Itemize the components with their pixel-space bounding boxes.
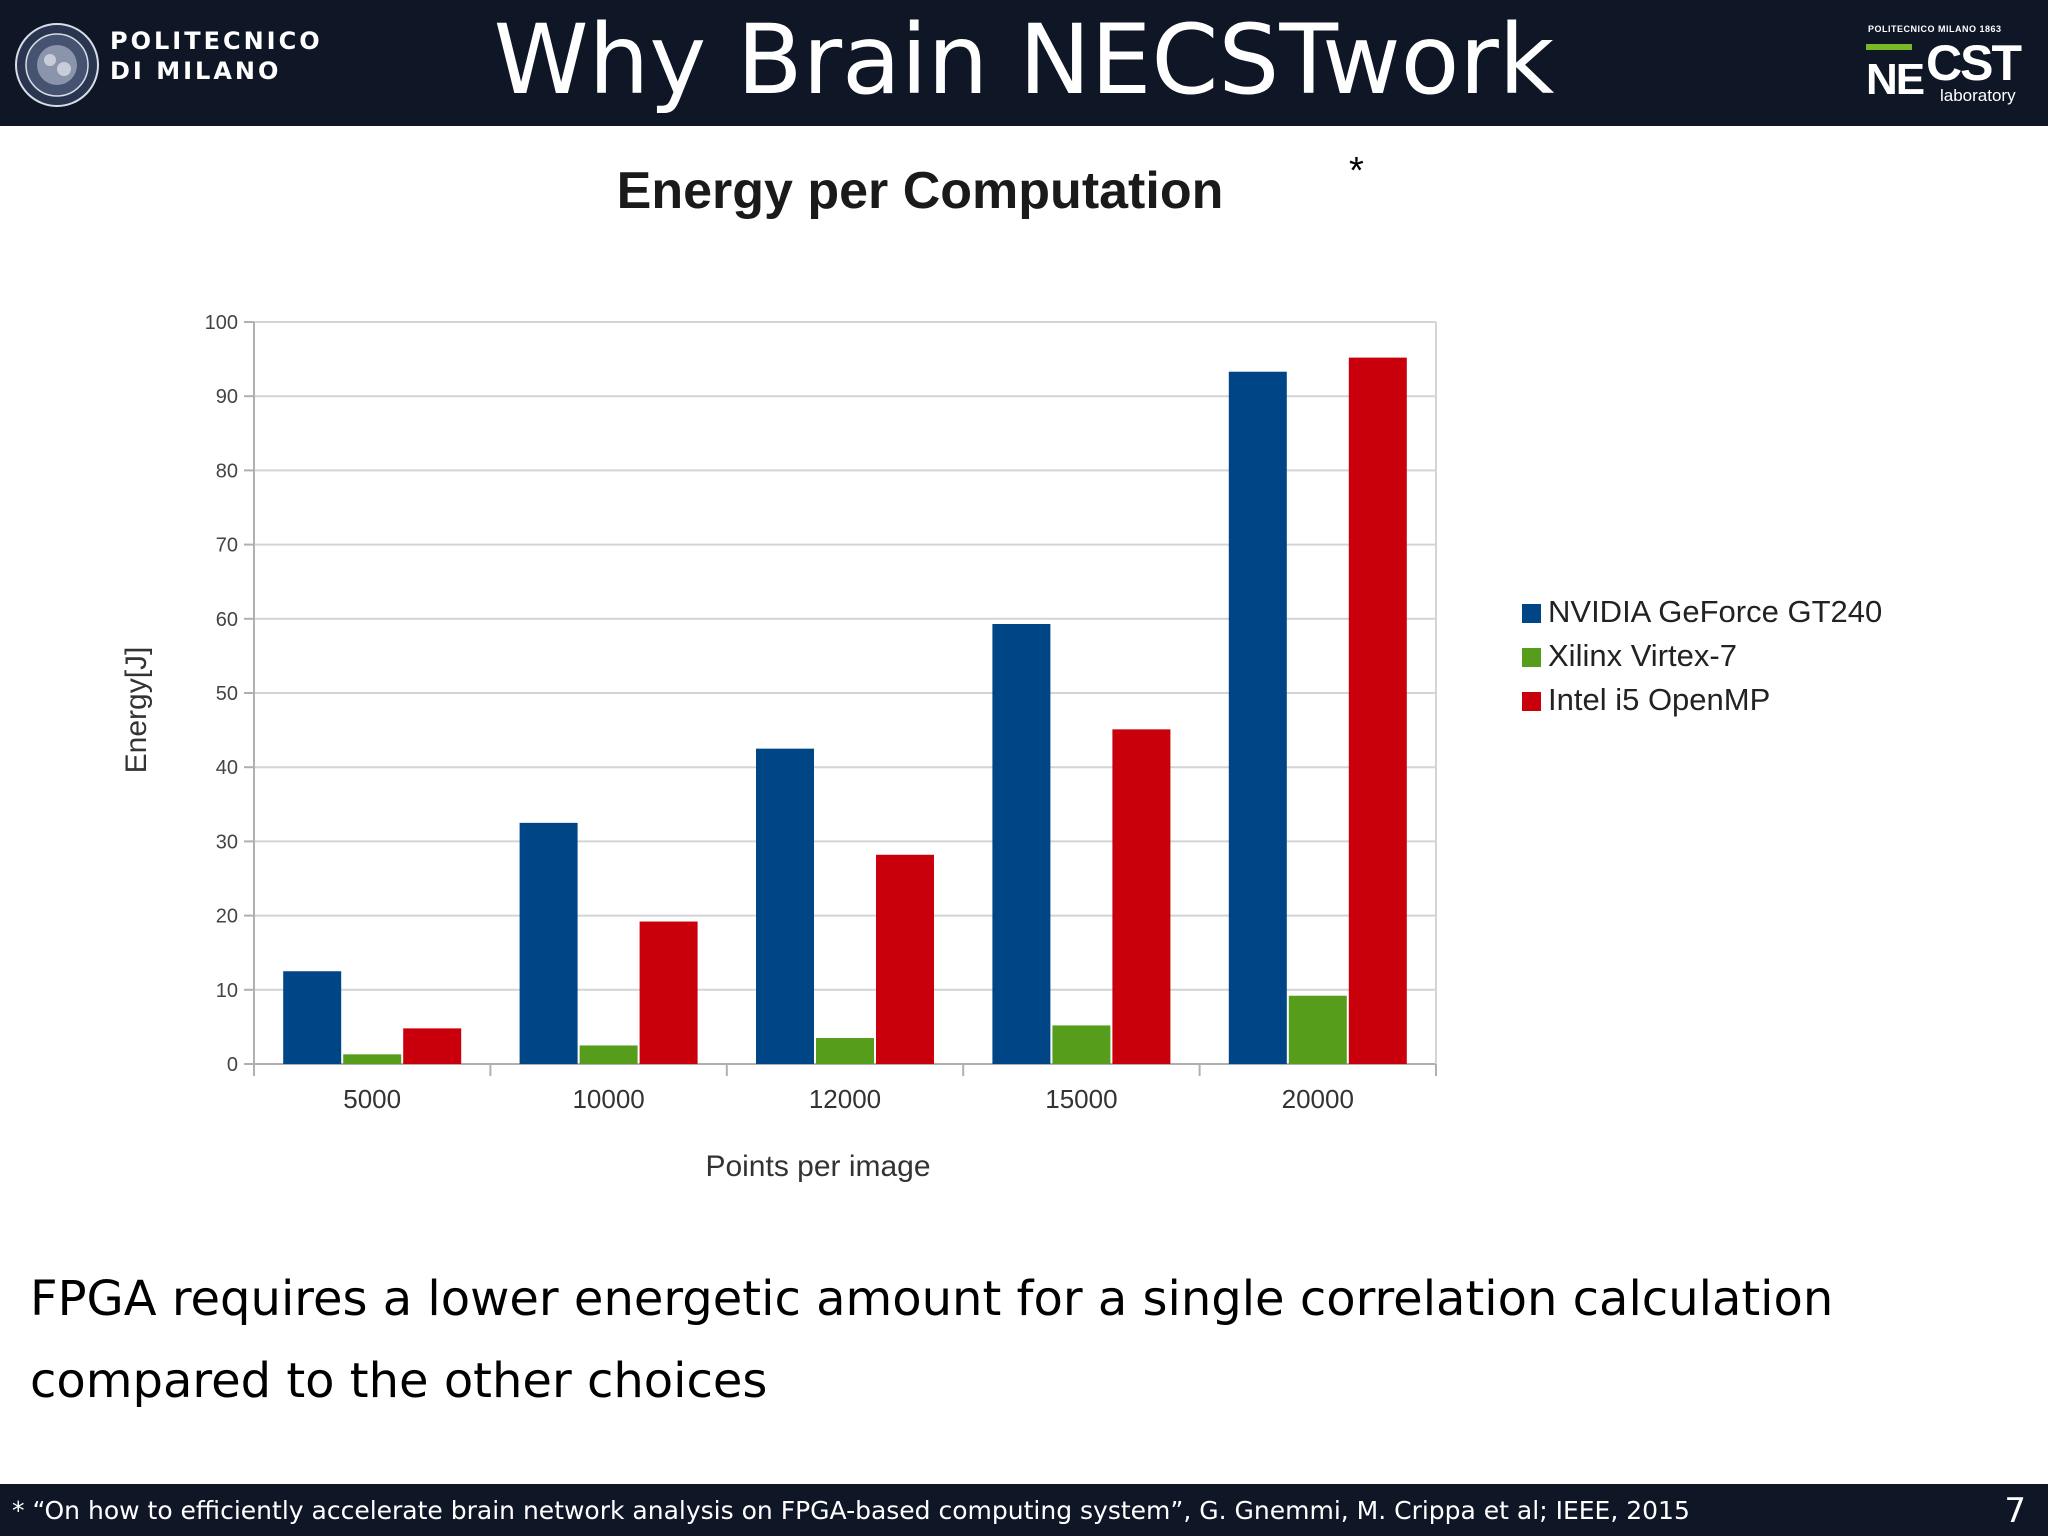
y-tick-label: 40	[216, 757, 238, 779]
y-tick-label: 70	[216, 535, 238, 557]
necst-logo: POLITECNICO MILANO 1863 NE CST laborator…	[1866, 24, 2028, 108]
legend-label: Intel i5 OpenMP	[1548, 682, 1770, 717]
chart-title-footnote-marker: *	[1349, 150, 1364, 192]
necst-logo-cst: CST	[1926, 35, 2022, 91]
header-bar: POLITECNICO DI MILANO Why Brain NECSTwor…	[0, 0, 2048, 126]
bar	[1228, 371, 1287, 1064]
y-tick-label: 50	[216, 683, 238, 705]
x-tick-label: 15000	[1045, 1084, 1117, 1114]
y-tick-label: 10	[216, 980, 238, 1002]
bar	[343, 1054, 402, 1064]
bar	[816, 1038, 874, 1064]
x-tick-label: 20000	[1282, 1084, 1354, 1114]
bar	[756, 748, 814, 1064]
bar	[519, 822, 578, 1064]
x-tick-label: 12000	[809, 1084, 881, 1114]
necst-logo-ne: NE	[1866, 55, 1925, 104]
bar	[403, 1028, 462, 1064]
footer-bar: * “On how to efficiently accelerate brai…	[0, 1484, 2048, 1536]
legend-label: Xilinx Virtex-7	[1548, 638, 1737, 673]
footer-reference: * “On how to efficiently accelerate brai…	[12, 1496, 1690, 1525]
y-axis-ticks: 0 10 20 30 40 50 60 70 80 90 100	[205, 312, 254, 1076]
x-tick-label: 5000	[343, 1084, 401, 1114]
bar	[1288, 995, 1347, 1064]
y-tick-label: 30	[216, 831, 238, 853]
y-tick-label: 100	[205, 312, 238, 334]
y-tick-label: 20	[216, 906, 238, 928]
y-tick-label: 0	[227, 1054, 238, 1076]
bar	[579, 1045, 638, 1064]
necst-logo-accent	[1866, 44, 1912, 50]
chart-legend: NVIDIA GeForce GT240 Xilinx Virtex-7 Intel…	[1522, 594, 1882, 717]
legend-swatch	[1522, 604, 1541, 623]
bar	[992, 623, 1051, 1064]
legend-swatch	[1522, 648, 1541, 667]
slide-caption: FPGA requires a lower energetic amount f…	[30, 1271, 1834, 1409]
necst-logo-top-text: POLITECNICO MILANO 1863	[1868, 24, 2002, 34]
bar	[1112, 729, 1171, 1064]
slide-title: Why Brain NECSTwork	[493, 4, 1555, 116]
y-axis-label: Energy[J]	[120, 647, 153, 774]
chart-title: Energy per Computation	[617, 162, 1224, 220]
y-tick-label: 90	[216, 386, 238, 408]
y-tick-label: 80	[216, 460, 238, 482]
page-number: 7	[2004, 1491, 2026, 1531]
polimi-wordmark-line-1: POLITECNICO	[110, 27, 323, 55]
legend-swatch	[1522, 692, 1541, 711]
polimi-wordmark: POLITECNICO DI MILANO	[110, 26, 323, 86]
bar	[639, 921, 698, 1064]
chart-bars	[283, 357, 1407, 1065]
x-axis-label: Points per image	[705, 1150, 930, 1183]
legend-label: NVIDIA GeForce GT240	[1548, 594, 1882, 629]
bar	[1348, 357, 1407, 1065]
bar	[876, 854, 934, 1064]
y-tick-label: 60	[216, 609, 238, 631]
bar	[1052, 1025, 1111, 1064]
bar-chart: Energy per Computation 0 10 20 30 40 50 60 70 80…	[120, 162, 1882, 1183]
x-tick-label: 10000	[572, 1084, 644, 1114]
necst-logo-sub: laboratory	[1940, 86, 2016, 105]
polimi-wordmark-line-2: DI MILANO	[110, 57, 282, 85]
polimi-seal-logo	[15, 23, 99, 107]
x-axis-ticks: 5000 10000 12000 15000 20000	[253, 1064, 1437, 1114]
bar	[283, 971, 342, 1064]
